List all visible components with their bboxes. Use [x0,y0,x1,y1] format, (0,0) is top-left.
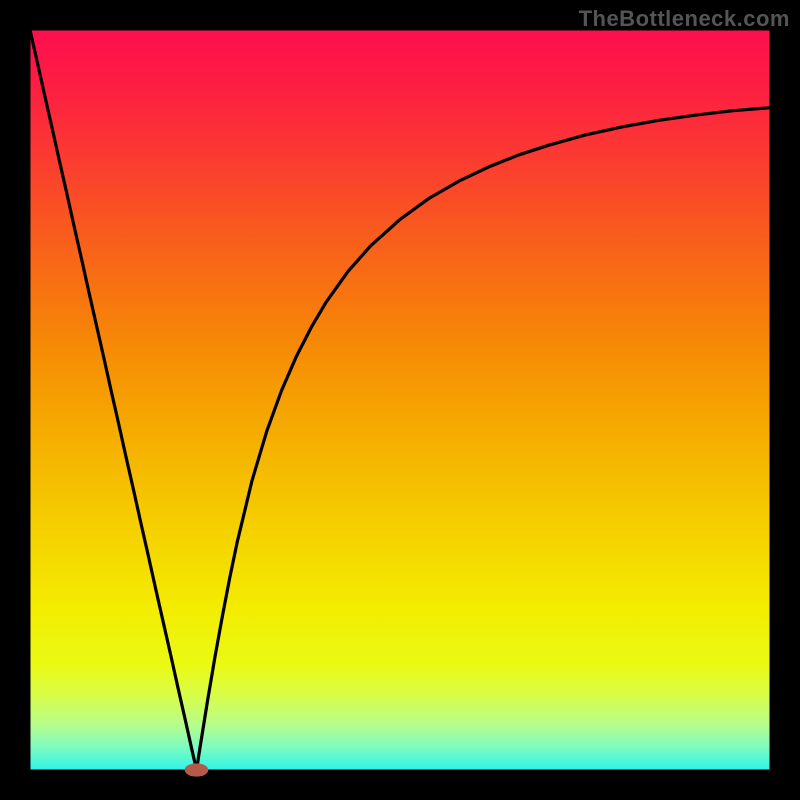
watermark-text: TheBottleneck.com [579,6,790,32]
chart-background [30,30,770,770]
marker-minimum-point [185,763,209,776]
chart-svg [0,0,800,800]
chart-container: TheBottleneck.com [0,0,800,800]
